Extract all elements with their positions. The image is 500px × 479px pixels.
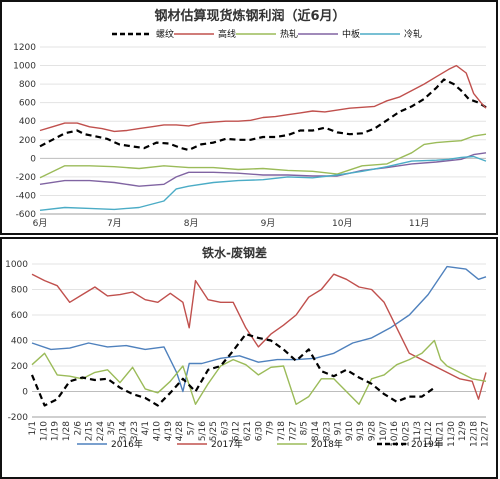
x-tick-label: 7/18 xyxy=(277,421,287,441)
series-line-1 xyxy=(31,265,487,393)
profit-chart-panel: 钢材估算现货炼钢利润（近6月） 1200 1000 800 600 400 200 0 -200… xyxy=(0,0,498,235)
x-tick-label: 12/18 xyxy=(469,421,479,447)
legend-label: 冷轧 xyxy=(404,28,422,40)
y-tick-label: 1000 xyxy=(13,62,36,72)
x-tick-label: 5/16 xyxy=(198,421,208,441)
x-tick-label: 11/30 xyxy=(447,421,457,447)
y-tick-label: -400 xyxy=(16,191,37,201)
x-tick-label: 4/19 xyxy=(164,421,174,441)
series-line-4 xyxy=(39,152,487,187)
y-tick-label: 800 xyxy=(19,80,36,90)
x-tick-label: 1/10 xyxy=(39,421,49,441)
x-tick-label: 7月 xyxy=(107,218,122,229)
x-tick-label: 11/21 xyxy=(435,421,445,447)
profit-chart: 钢材估算现货炼钢利润（近6月） 1200 1000 800 600 400 200 0 -200… xyxy=(13,8,487,229)
x-tick-label: 2/24 xyxy=(96,421,106,441)
chart-title: 钢材估算现货炼钢利润（近6月） xyxy=(154,8,345,24)
legend-label: 2018年 xyxy=(311,438,343,450)
x-tick-label: 10月 xyxy=(332,218,352,229)
chart-title: 铁水-废钢差 xyxy=(202,245,267,260)
x-tick-label: 8/23 xyxy=(322,421,332,441)
x-tick-label: 12/27 xyxy=(481,421,491,447)
x-tick-label: 7/9 xyxy=(266,421,276,436)
y-tick-label: 200 xyxy=(11,362,28,372)
x-tick-label: 1/28 xyxy=(62,421,72,441)
legend-label: 高线 xyxy=(218,28,236,40)
legend-label: 2019年 xyxy=(411,438,443,450)
legend-label: 2016年 xyxy=(111,438,143,450)
x-tick-label: 9月 xyxy=(261,218,276,229)
y-tick-label: 800 xyxy=(11,286,28,296)
x-tick-label: 9/10 xyxy=(345,421,355,441)
x-tick-label: 1/19 xyxy=(51,421,61,441)
hotmetal-scrap-chart-panel: 铁水-废钢差 1000 800 600 400 200 0 -200 1/1 1/10 1/19 1/… xyxy=(0,237,498,479)
x-tick-label: 6/3 xyxy=(220,421,230,435)
x-tick-label: 6/30 xyxy=(254,421,264,441)
x-tick-label: 10/7 xyxy=(379,421,389,441)
series-line-2 xyxy=(39,64,487,133)
y-tick-label: 200 xyxy=(19,136,36,146)
series-line-5 xyxy=(39,155,487,211)
series-line-4 xyxy=(30,332,436,407)
x-tick-label: 9/1 xyxy=(334,421,344,435)
x-tick-label: 4/28 xyxy=(175,421,185,441)
legend-label: 热轧 xyxy=(280,28,298,40)
x-tick-label: 5/7 xyxy=(186,421,196,435)
x-tick-label: 5/25 xyxy=(209,421,219,441)
y-tick-label: -600 xyxy=(16,210,37,220)
legend-label: 2017年 xyxy=(211,438,243,450)
x-tick-label: 9/28 xyxy=(368,421,378,441)
x-tick-label: 3/14 xyxy=(119,421,129,441)
series-line-3 xyxy=(39,133,487,179)
x-tick-label: 8/14 xyxy=(311,421,321,441)
x-tick-label: 4/10 xyxy=(153,421,163,441)
x-tick-label: 2/6 xyxy=(73,421,83,436)
x-tick-label: 4/1 xyxy=(141,421,151,435)
x-tick-label: 10/25 xyxy=(402,421,412,447)
series-line-2 xyxy=(31,273,487,400)
y-tick-label: -200 xyxy=(16,173,37,183)
x-tick-label: 6/12 xyxy=(232,421,242,441)
x-tick-label: 8/5 xyxy=(300,421,310,435)
y-tick-label: 0 xyxy=(22,388,28,398)
x-tick-label: 3/5 xyxy=(107,421,117,435)
x-tick-label: 11月 xyxy=(409,218,429,229)
x-tick-label: 11/12 xyxy=(424,421,434,447)
y-tick-label: 1000 xyxy=(5,260,28,270)
series-line-1 xyxy=(39,78,487,152)
y-tick-label: 600 xyxy=(19,99,36,109)
x-tick-label: 7/27 xyxy=(288,421,298,441)
legend-label: 螺纹 xyxy=(156,28,174,40)
y-tick-label: -200 xyxy=(8,413,29,423)
x-tick-label: 11/3 xyxy=(413,421,423,441)
x-tick-label: 3/23 xyxy=(130,421,140,441)
y-tick-label: 400 xyxy=(11,337,28,347)
x-tick-label: 6/21 xyxy=(243,421,253,441)
x-tick-label: 9/19 xyxy=(356,421,366,441)
x-tick-label: 8月 xyxy=(184,218,199,229)
x-tick-label: 1/1 xyxy=(28,421,38,435)
y-tick-label: 0 xyxy=(30,154,36,164)
x-tick-label: 12/9 xyxy=(458,421,468,441)
legend-label: 中板 xyxy=(342,28,360,40)
x-tick-label: 10/16 xyxy=(390,421,400,447)
y-tick-label: 600 xyxy=(11,311,28,321)
x-tick-label: 2/15 xyxy=(85,421,95,441)
x-tick-label: 6月 xyxy=(33,218,48,229)
y-tick-label: 1200 xyxy=(13,43,36,53)
series-line-3 xyxy=(31,339,487,406)
y-tick-label: 400 xyxy=(19,117,36,127)
